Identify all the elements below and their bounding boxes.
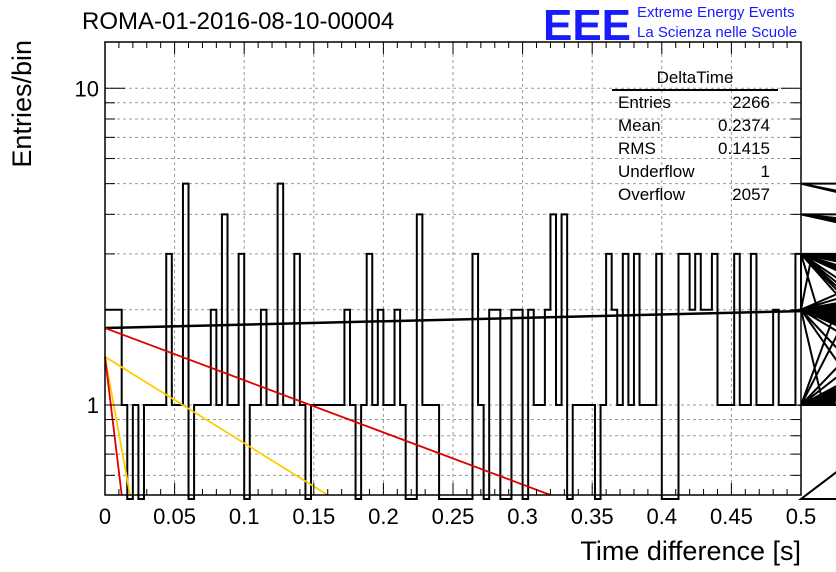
svg-text:EEE: EEE <box>543 4 631 44</box>
stats-row: RMS 0.1415 <box>612 137 778 160</box>
stats-row: Entries 2266 <box>612 91 778 114</box>
histogram-bars <box>105 182 836 500</box>
stats-key: Overflow <box>618 185 686 204</box>
stats-value: 2266 <box>732 93 770 112</box>
x-tick-label: 0.25 <box>432 504 475 529</box>
brand-text: Extreme Energy Events La Scienza nelle S… <box>637 3 797 43</box>
stats-key: Mean <box>618 116 661 135</box>
x-axis-label: Time difference [s] <box>580 536 801 566</box>
stats-value: 2057 <box>732 185 770 204</box>
y-tick-label: 10 <box>75 76 99 101</box>
stats-key: RMS <box>618 139 656 158</box>
fit-line-yellow <box>104 356 329 496</box>
histogram-layer <box>105 182 836 500</box>
x-tick-label: 0.15 <box>292 504 335 529</box>
eee-logo: EEE <box>543 4 631 44</box>
stats-row: Overflow 2057 <box>612 183 778 206</box>
x-tick-label: 0.35 <box>571 504 614 529</box>
x-tick-label: 0.4 <box>647 504 678 529</box>
stats-key: Underflow <box>618 162 695 181</box>
x-tick-label: 0.2 <box>368 504 399 529</box>
fit-line-red <box>104 356 123 496</box>
y-tick-label: 1 <box>87 393 99 418</box>
x-tick-label: 0.5 <box>786 504 817 529</box>
y-axis-label: Entries/bin <box>7 40 37 168</box>
brand-line-1: Extreme Energy Events <box>637 4 795 21</box>
x-tick-label: 0.05 <box>153 504 196 529</box>
stats-value: 0.2374 <box>718 116 770 135</box>
stats-title: DeltaTime <box>612 68 778 91</box>
run-title: ROMA-01-2016-08-10-00004 <box>82 8 395 35</box>
brand-line-2: La Scienza nelle Scuole <box>637 24 798 41</box>
axes-layer: 0 0.05 0.1 0.15 0.2 0.25 0.3 0.35 0.4 0.45 0.5 1 10 <box>75 41 817 529</box>
stats-value: 0.1415 <box>718 139 770 158</box>
fit-lines-layer <box>104 309 802 496</box>
x-tick-label: 0.3 <box>507 504 538 529</box>
fit-line-yellow <box>104 356 131 496</box>
stats-key: Entries <box>618 93 671 112</box>
fit-line-black <box>104 309 802 330</box>
x-tick-label: 0 <box>99 504 111 529</box>
x-tick-label: 0.45 <box>710 504 753 529</box>
stats-value: 1 <box>760 162 770 181</box>
fit-line-red <box>104 327 551 496</box>
x-tick-label: 0.1 <box>229 504 260 529</box>
stats-box: DeltaTime Entries 2266 Mean 0.2374 RMS 0… <box>612 68 778 206</box>
stats-row: Mean 0.2374 <box>612 114 778 137</box>
stats-row: Underflow 1 <box>612 160 778 183</box>
